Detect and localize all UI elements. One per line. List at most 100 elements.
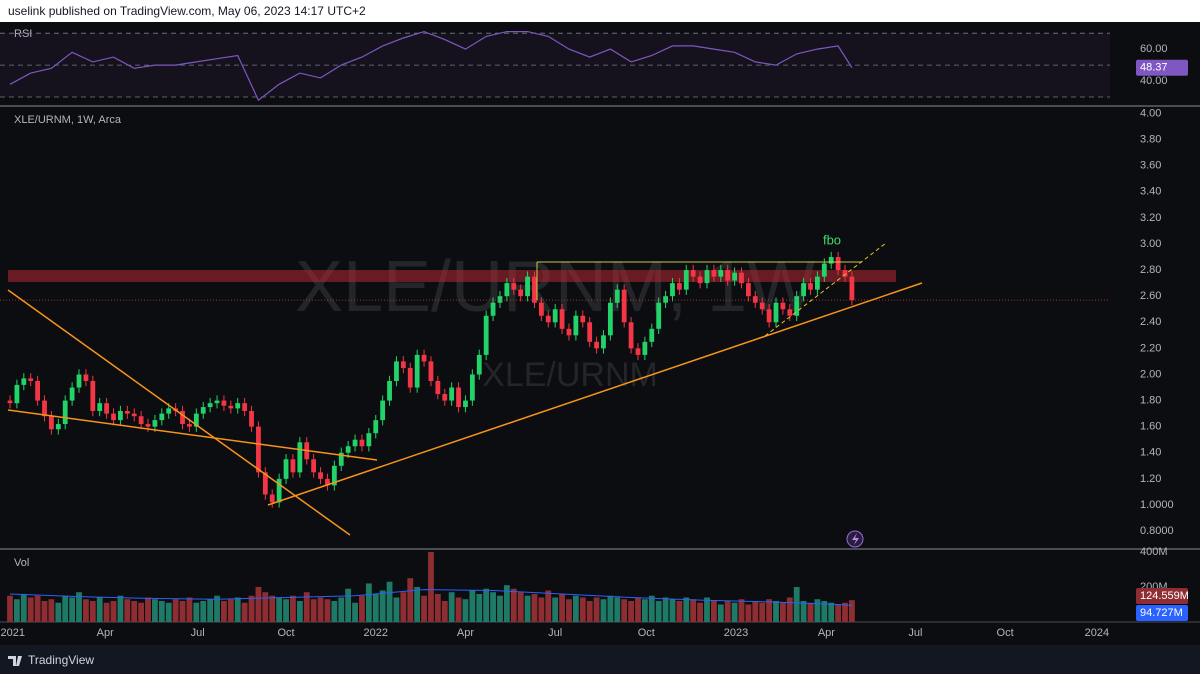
candle-body <box>697 276 703 284</box>
y-tick-label: 3.00 <box>1140 238 1161 250</box>
legend: Vol <box>14 557 29 569</box>
candle-body <box>594 341 599 349</box>
volume-bar <box>186 597 193 622</box>
candle-body <box>518 289 524 297</box>
candle-body <box>690 270 696 277</box>
candle-body <box>421 354 427 362</box>
candle-body <box>7 400 13 404</box>
dashed-line <box>764 242 887 337</box>
candle-body <box>469 374 475 401</box>
candle-body <box>21 378 27 385</box>
candle-body <box>573 315 579 336</box>
candle-body <box>580 315 586 323</box>
volume-bar <box>828 602 835 622</box>
y-tick-label: 1.80 <box>1140 394 1161 406</box>
candle-body <box>276 478 282 503</box>
candle-body <box>242 403 248 412</box>
volume-bar <box>448 592 455 622</box>
candle-body <box>704 270 710 284</box>
volume-bar <box>248 595 255 622</box>
volume-bar <box>303 592 310 622</box>
candle-body <box>345 446 351 453</box>
candle-body <box>497 296 503 303</box>
volume-bar <box>20 593 27 622</box>
volume-bar <box>103 602 110 622</box>
volume-bar <box>34 595 41 622</box>
volume-bar <box>89 600 96 622</box>
candle-body <box>442 394 448 401</box>
candle-body <box>359 439 365 447</box>
volume-bar <box>400 592 407 622</box>
candle-body <box>394 361 399 381</box>
volume-bar <box>497 595 503 622</box>
x-tick-label: Jul <box>191 627 205 639</box>
volume-bar <box>110 600 117 622</box>
candle-body <box>111 413 116 421</box>
volume-bar <box>572 595 579 622</box>
candle-body <box>187 424 192 427</box>
candle-body <box>614 289 620 303</box>
footer-bar <box>0 645 1200 674</box>
candle-body <box>124 411 130 414</box>
candle-body <box>69 387 75 401</box>
volume-bar <box>234 597 241 622</box>
candle-body <box>566 328 572 336</box>
candle-body <box>649 328 655 342</box>
x-tick-label: Jul <box>548 627 562 639</box>
candle-body <box>476 354 482 375</box>
candle-body <box>131 413 137 417</box>
volume-bar <box>559 593 565 622</box>
volume-bar <box>724 600 731 622</box>
x-tick-label: Apr <box>457 627 474 639</box>
y-tick-label: 1.0000 <box>1140 499 1174 511</box>
y-tick-label: 1.60 <box>1140 421 1161 433</box>
ma-value-label-box <box>1136 605 1188 621</box>
candle-body <box>325 478 330 486</box>
candle-body <box>331 465 337 486</box>
candle-body <box>352 439 358 447</box>
volume-bar <box>310 599 317 622</box>
volume-bar <box>345 588 352 622</box>
candle-body <box>180 411 185 425</box>
volume-bar <box>676 600 683 622</box>
candle-body <box>28 378 34 381</box>
rsi-line <box>9 30 853 102</box>
y-tick-label: 2.40 <box>1140 316 1161 328</box>
candle-body <box>118 411 123 421</box>
trend-line <box>267 282 923 506</box>
annotation: fbo <box>823 232 841 247</box>
candle-body <box>725 270 731 281</box>
x-tick-label: 2023 <box>724 627 748 639</box>
volume-bar <box>227 599 234 622</box>
volume-bar <box>152 599 158 622</box>
volume-bar <box>441 600 448 622</box>
volume-bar <box>138 602 145 622</box>
volume-bar <box>434 593 441 622</box>
candle-body <box>766 309 772 323</box>
candle-body <box>732 272 737 281</box>
candle-body <box>532 276 537 303</box>
y-tick-label: 2.60 <box>1140 290 1161 302</box>
candle-body <box>463 400 468 408</box>
candle-body <box>414 354 420 388</box>
candle-body <box>773 302 779 323</box>
candle-body <box>815 276 820 290</box>
volume-bar <box>407 578 414 622</box>
watermark-sub: XLE/URNM <box>482 356 658 394</box>
volume-bar <box>607 595 614 622</box>
candle-body <box>601 335 606 349</box>
candle-body <box>145 424 151 427</box>
volume-bar <box>738 599 745 622</box>
candle-body <box>835 257 841 271</box>
volume-bar <box>62 595 69 622</box>
volume-bar <box>428 551 434 622</box>
candle-body <box>718 270 724 277</box>
volume-bar <box>814 599 821 622</box>
volume-bar <box>276 597 283 622</box>
volume-bar <box>296 600 303 622</box>
volume-bar <box>490 592 496 622</box>
candle-body <box>428 361 434 381</box>
volume-bar <box>731 602 738 622</box>
candle-body <box>621 289 627 323</box>
candle-body <box>842 270 848 277</box>
